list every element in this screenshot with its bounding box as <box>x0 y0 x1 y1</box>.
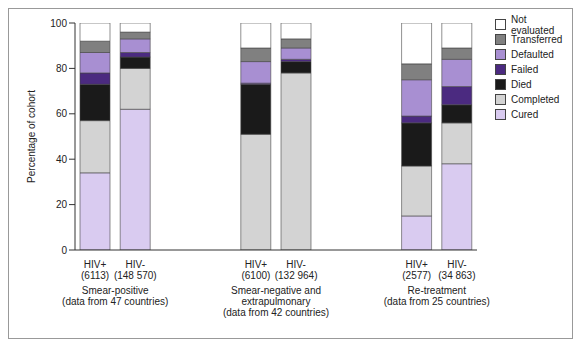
svg-text:0: 0 <box>61 245 67 256</box>
svg-text:HIV-: HIV- <box>447 259 466 270</box>
svg-text:HIV-: HIV- <box>126 259 145 270</box>
html-text:Transferred: Transferred <box>511 34 563 45</box>
svg-text:40: 40 <box>56 154 68 165</box>
svg-text:HIV+: HIV+ <box>84 259 107 270</box>
svg-text:Percentage of cohort: Percentage of cohort <box>26 90 37 183</box>
svg-text:(34 863): (34 863) <box>438 270 475 281</box>
svg-text:20: 20 <box>56 199 68 210</box>
html-text:Cured: Cured <box>511 109 539 120</box>
svg-text:60: 60 <box>56 108 68 119</box>
svg-text:(148 570): (148 570) <box>114 270 157 281</box>
svg-text:(data from 25 countries): (data from 25 countries) <box>384 296 490 307</box>
svg-text:HIV-: HIV- <box>286 259 305 270</box>
html-text:Failed: Failed <box>511 64 539 75</box>
svg-text:80: 80 <box>56 63 68 74</box>
svg-text:HIV+: HIV+ <box>245 259 268 270</box>
svg-text:Re-treatment: Re-treatment <box>408 285 467 296</box>
svg-text:extrapulmonary: extrapulmonary <box>242 296 311 307</box>
svg-text:HIV+: HIV+ <box>405 259 428 270</box>
svg-text:(data from 42 countries): (data from 42 countries) <box>223 307 329 318</box>
html-text:Completed: Completed <box>511 94 560 105</box>
svg-text:Smear-positive: Smear-positive <box>82 285 149 296</box>
svg-text:(data from 47 countries): (data from 47 countries) <box>62 296 168 307</box>
svg-text:(6113): (6113) <box>81 270 109 281</box>
html-text:Died: Died <box>511 79 532 90</box>
html-text:Not evaluated: Not evaluated <box>510 13 555 36</box>
html-text:Defaulted: Defaulted <box>511 49 554 60</box>
svg-text:(2577): (2577) <box>402 270 431 281</box>
svg-text:(132 964): (132 964) <box>275 270 318 281</box>
svg-text:(6100): (6100) <box>241 270 270 281</box>
svg-text:Smear-negative and: Smear-negative and <box>231 285 321 296</box>
svg-text:100: 100 <box>50 18 67 29</box>
